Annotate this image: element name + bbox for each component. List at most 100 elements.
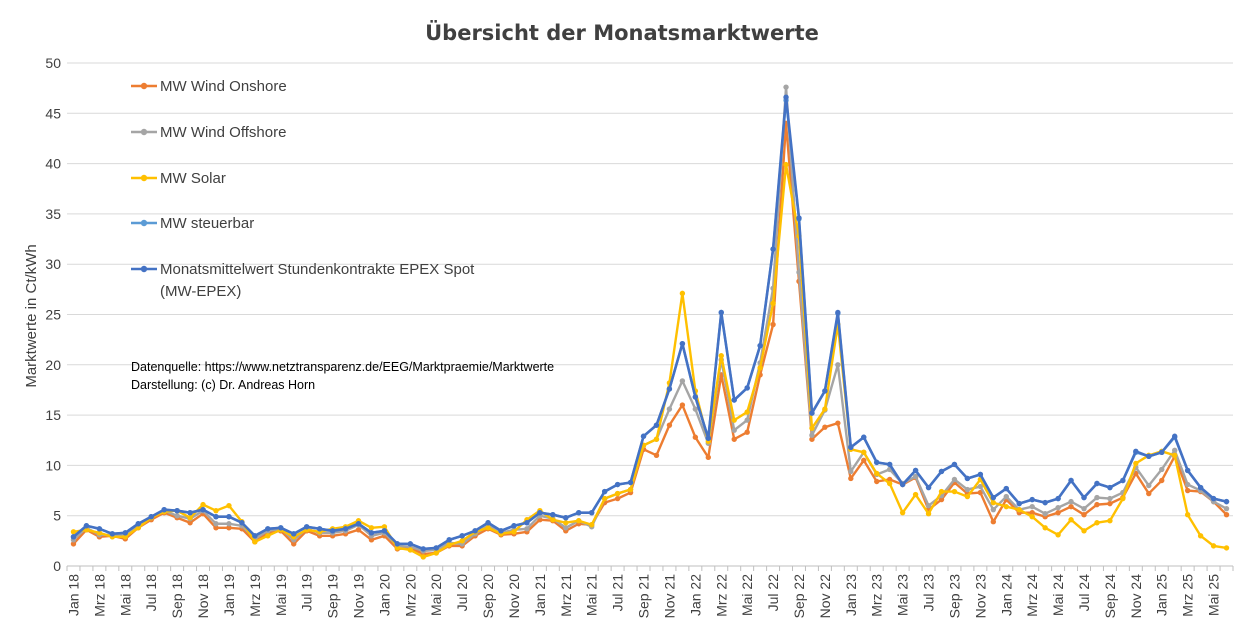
data-point bbox=[1159, 449, 1165, 456]
data-point bbox=[1133, 448, 1139, 455]
data-point bbox=[1068, 517, 1074, 523]
data-point bbox=[1055, 532, 1061, 538]
data-point bbox=[1081, 494, 1087, 501]
legend-label: MW Wind Onshore bbox=[160, 78, 287, 95]
data-point bbox=[1107, 495, 1113, 502]
legend-swatch-marker bbox=[140, 82, 148, 90]
data-point bbox=[731, 397, 737, 403]
data-point bbox=[951, 476, 958, 483]
data-point bbox=[265, 526, 271, 532]
x-tick-label: Jan 18 bbox=[65, 574, 81, 616]
data-point bbox=[627, 479, 634, 486]
data-point bbox=[861, 434, 867, 440]
x-axis-ticks: Jan 18 Mrz 18 Mai 18 Jul 18 Sep 18 Nov 18 Jan … bbox=[65, 574, 1221, 619]
data-point bbox=[252, 533, 258, 539]
x-tick-label: Mrz 24 bbox=[1024, 574, 1040, 617]
y-tick-label: 35 bbox=[45, 206, 61, 222]
data-point bbox=[692, 394, 699, 400]
data-point bbox=[653, 422, 660, 428]
data-point bbox=[601, 495, 608, 502]
data-point bbox=[744, 417, 750, 423]
data-point bbox=[679, 290, 686, 297]
data-point bbox=[550, 511, 556, 518]
x-tick-label: Jul 21 bbox=[610, 574, 626, 612]
data-point bbox=[1029, 496, 1035, 503]
data-point bbox=[511, 529, 517, 535]
x-tick-label: Sep 18 bbox=[169, 574, 185, 619]
data-point bbox=[1042, 499, 1048, 506]
data-point bbox=[822, 388, 828, 394]
data-point bbox=[433, 545, 439, 551]
data-point bbox=[666, 422, 673, 428]
data-point bbox=[990, 506, 997, 513]
data-point bbox=[692, 434, 699, 440]
data-point bbox=[718, 353, 724, 359]
legend-label: Monatsmittelwert Stundenkontrakte EPEX S… bbox=[160, 261, 475, 278]
data-point bbox=[679, 340, 686, 347]
data-point bbox=[187, 509, 193, 516]
data-point bbox=[1172, 452, 1178, 459]
data-point bbox=[524, 526, 530, 532]
data-point bbox=[1197, 484, 1204, 491]
data-point bbox=[809, 436, 815, 442]
data-point bbox=[1223, 505, 1230, 512]
data-point bbox=[135, 521, 141, 527]
x-tick-label: Mrz 20 bbox=[402, 574, 418, 617]
y-tick-label: 40 bbox=[45, 156, 61, 172]
x-tick-label: Mrz 23 bbox=[869, 574, 885, 617]
x-tick-label: Jul 23 bbox=[921, 574, 937, 612]
y-tick-label: 50 bbox=[45, 55, 61, 71]
data-point bbox=[809, 410, 815, 416]
x-tick-label: Jan 19 bbox=[221, 574, 237, 616]
x-tick-label: Nov 21 bbox=[661, 574, 677, 619]
series-5 bbox=[70, 94, 1230, 552]
data-point bbox=[874, 459, 880, 466]
data-point bbox=[990, 519, 997, 525]
data-point bbox=[1146, 453, 1152, 460]
data-point bbox=[472, 528, 478, 534]
y-tick-label: 5 bbox=[53, 508, 61, 524]
data-point bbox=[666, 386, 673, 392]
data-point bbox=[1223, 511, 1230, 518]
x-tick-label: Jul 24 bbox=[1076, 574, 1092, 612]
data-point bbox=[1003, 503, 1009, 510]
data-point bbox=[213, 514, 219, 520]
data-point bbox=[899, 509, 906, 516]
data-point bbox=[1210, 543, 1217, 549]
series-3 bbox=[70, 161, 1230, 560]
data-point bbox=[213, 521, 219, 527]
data-point bbox=[886, 476, 893, 483]
data-point bbox=[511, 523, 517, 529]
y-tick-label: 30 bbox=[45, 256, 61, 272]
data-point bbox=[770, 300, 776, 307]
data-point bbox=[627, 486, 634, 493]
data-point bbox=[381, 524, 388, 530]
data-point bbox=[964, 486, 971, 493]
data-point bbox=[148, 514, 154, 520]
data-point bbox=[1210, 495, 1217, 502]
data-point bbox=[614, 495, 621, 502]
x-tick-label: Jan 20 bbox=[376, 574, 392, 616]
data-point bbox=[187, 520, 193, 526]
series-group bbox=[70, 84, 1230, 560]
data-point bbox=[861, 457, 867, 464]
data-point bbox=[1055, 509, 1061, 516]
data-point bbox=[951, 488, 958, 495]
data-point bbox=[925, 510, 932, 517]
x-tick-label: Mai 18 bbox=[117, 574, 133, 616]
x-tick-label: Jul 20 bbox=[454, 574, 470, 612]
legend-swatch-marker bbox=[140, 128, 148, 136]
data-point bbox=[213, 525, 219, 531]
data-point bbox=[1133, 460, 1139, 467]
legend-swatch-marker bbox=[140, 219, 148, 227]
data-point bbox=[1184, 481, 1191, 488]
data-point bbox=[1068, 477, 1074, 484]
data-point bbox=[563, 525, 569, 531]
data-point bbox=[420, 554, 426, 560]
data-point bbox=[174, 507, 180, 514]
legend-label: MW Solar bbox=[160, 170, 226, 187]
data-point bbox=[938, 496, 945, 503]
data-point bbox=[329, 528, 336, 534]
